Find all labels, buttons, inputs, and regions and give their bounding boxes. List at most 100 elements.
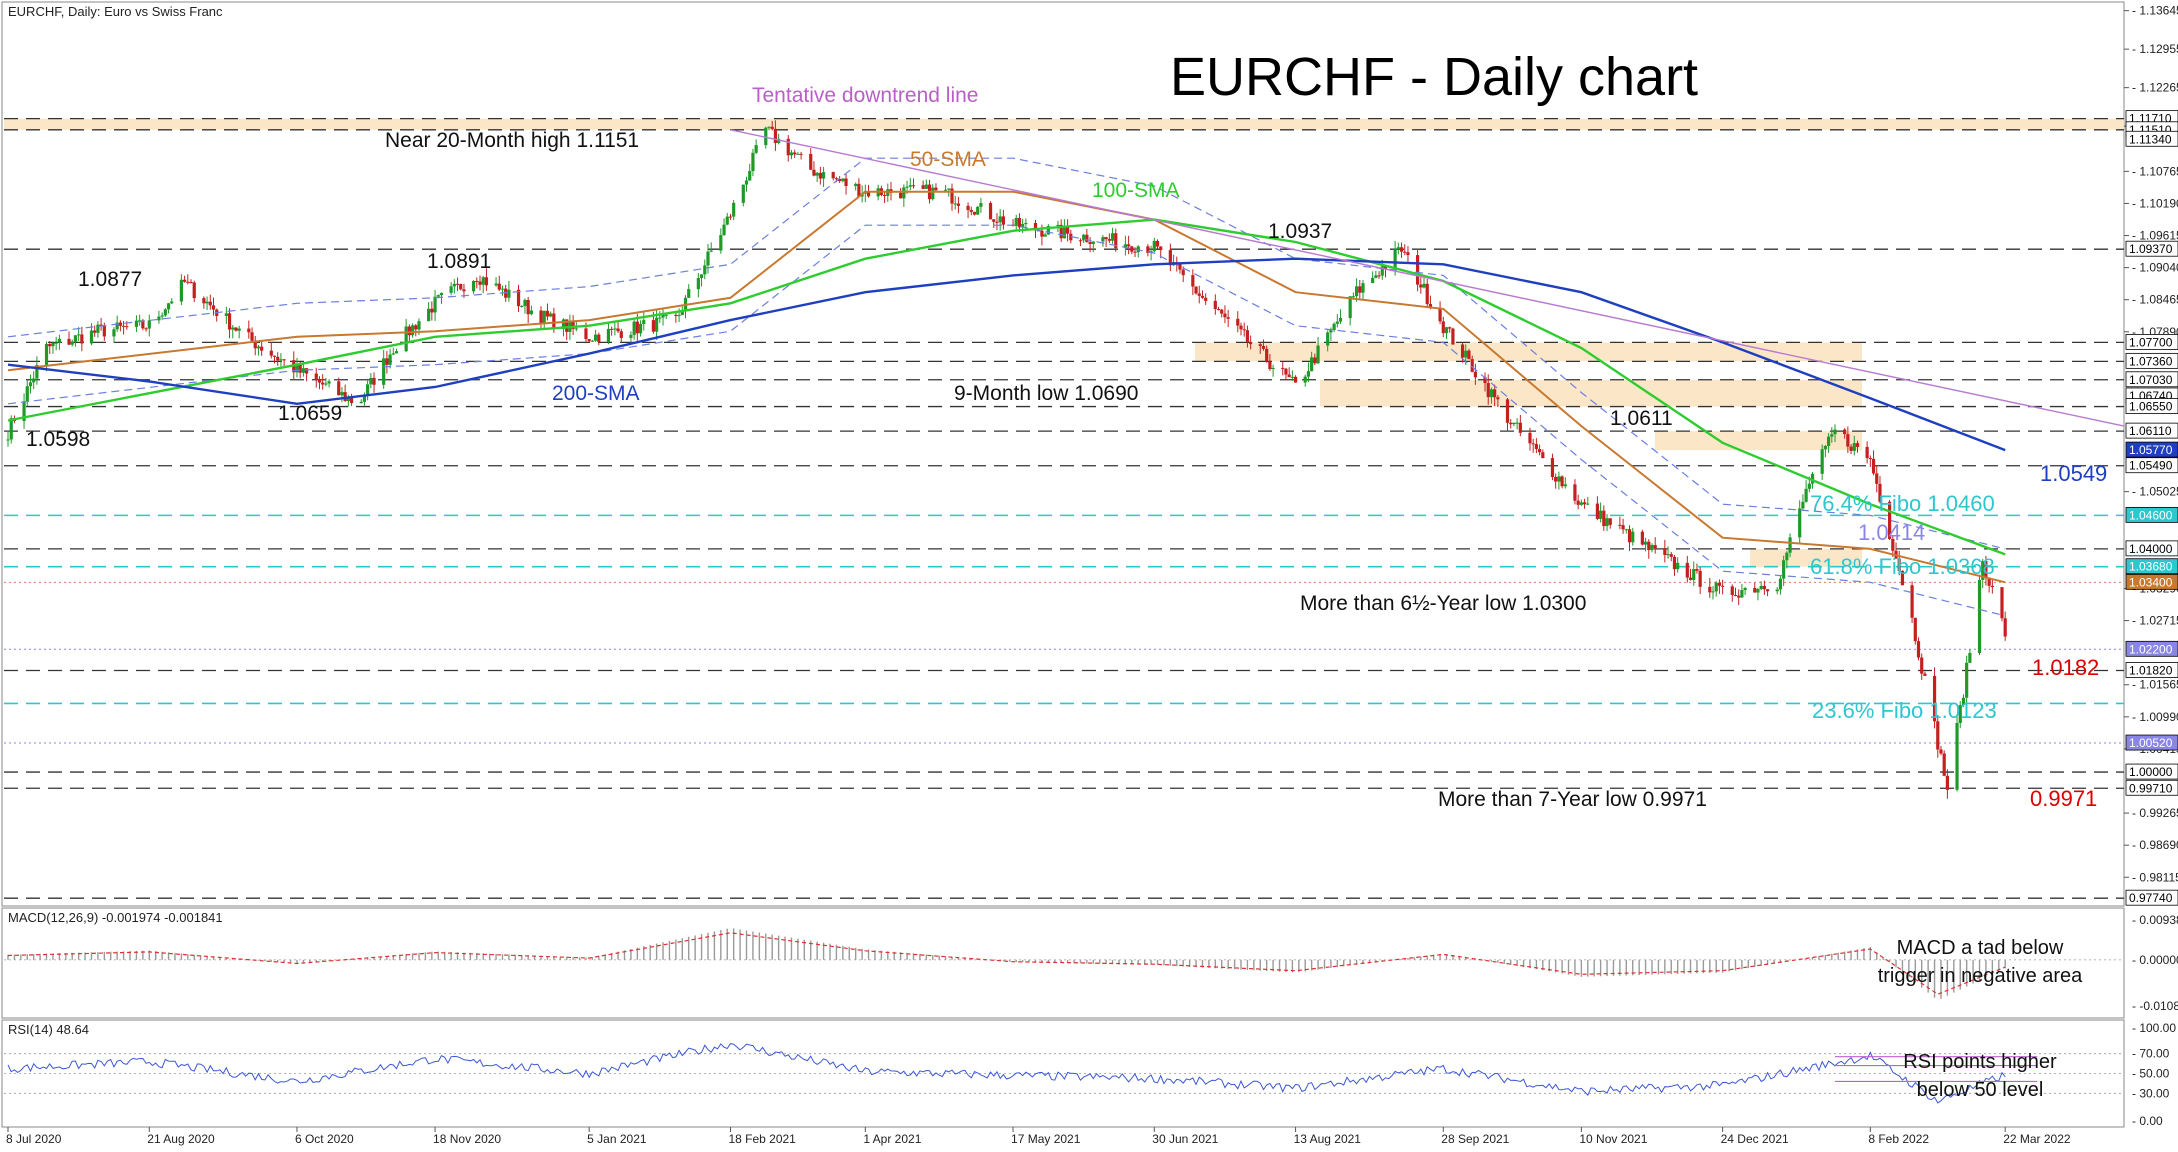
annotation-fibo-618: 61.8% Fibo 1.0368 [1810, 554, 1995, 579]
candle-body [969, 210, 973, 212]
candle-body [346, 397, 350, 402]
candle-body [1245, 330, 1250, 342]
candle-body [22, 401, 26, 422]
candle-body [1056, 224, 1060, 226]
candle-body [1801, 501, 1805, 509]
candle-body [48, 343, 52, 347]
candle-body [642, 320, 646, 324]
candle-body [1159, 246, 1163, 251]
candle-body [1335, 321, 1339, 324]
candle-body [1428, 304, 1433, 308]
price-tick-label: - 1.05025 [2132, 485, 2178, 499]
horizontal-levels [4, 117, 2124, 899]
candle-body [1560, 476, 1564, 487]
candle-body [372, 377, 376, 385]
candle-body [593, 334, 598, 341]
candle-body [998, 216, 1002, 223]
candle-body [1284, 368, 1288, 375]
rsi-tick-label: - 30.00 [2132, 1086, 2170, 1100]
candle-body [324, 383, 328, 385]
candle-body [616, 328, 620, 332]
candle-body [1721, 585, 1725, 587]
candle-body [369, 377, 373, 385]
candle-body [992, 219, 996, 222]
price-box-label: 1.07360 [2129, 354, 2173, 368]
date-tick-label: 28 Sep 2021 [1441, 1132, 1509, 1146]
annotation-sma50: 50-SMA [910, 148, 986, 171]
candle-body [1531, 443, 1535, 445]
candle-body [1968, 653, 1972, 663]
candle-body [430, 308, 434, 313]
candle-body [102, 326, 106, 337]
candle-body [147, 320, 151, 329]
date-tick-label: 10 Nov 2021 [1579, 1132, 1647, 1146]
candle-body [1152, 240, 1156, 252]
candle-body [1358, 286, 1362, 293]
candle-body [1123, 244, 1128, 249]
chart-title: EURCHF - Daily chart [1170, 47, 1698, 107]
candle-body [1493, 389, 1497, 398]
candle-body [1647, 541, 1651, 551]
candle-body [597, 334, 601, 342]
candle-body [809, 153, 813, 170]
candle-body [44, 343, 49, 365]
fibonacci-levels [4, 514, 2124, 705]
annotation-9-month-low: 9-Month low 1.0690 [954, 382, 1138, 405]
candle-body [1062, 226, 1066, 239]
candle-body [1550, 458, 1555, 477]
candle-body [362, 395, 367, 402]
price-box [2125, 662, 2178, 678]
price-tick-label: - 0.98115 [2132, 870, 2178, 884]
candle-body [144, 328, 148, 330]
candle-body [459, 283, 463, 290]
candle-body [1965, 662, 1969, 698]
candle-body [1515, 422, 1519, 424]
candle-body [542, 310, 546, 324]
macd-pane-frame [1, 907, 2125, 1019]
candle-body [732, 202, 736, 217]
candle-body [1040, 230, 1044, 237]
candle-body [1326, 332, 1330, 346]
candle-body [340, 392, 344, 396]
candle-body [744, 180, 749, 185]
candle-body [54, 342, 58, 344]
candle-body [1046, 225, 1050, 235]
rsi-header: RSI(14) 48.64 [8, 1022, 89, 1037]
candle-body [754, 145, 758, 153]
date-tick-label: 6 Oct 2020 [295, 1132, 354, 1146]
candle-body [481, 277, 485, 285]
candle-body [1406, 252, 1410, 256]
candle-body [394, 351, 399, 354]
candle-body [337, 381, 341, 396]
price-box [2125, 540, 2178, 557]
candle-body [57, 338, 61, 343]
annotation-downtrend: Tentative downtrend line [752, 84, 978, 107]
candle-body [93, 330, 97, 333]
candle-body [619, 331, 623, 338]
candle-body [1627, 529, 1632, 543]
date-tick-label: 18 Feb 2021 [728, 1132, 796, 1146]
candle-body [301, 368, 306, 373]
candle-body [680, 311, 684, 316]
candle-body [478, 281, 482, 285]
annotation-1-0611: 1.0611 [1610, 407, 1673, 430]
candle-body [298, 363, 302, 373]
candle-body [279, 359, 283, 361]
candle-body [1936, 721, 1940, 750]
candle-body [1451, 328, 1455, 345]
candle-body [613, 328, 617, 330]
candle-body [725, 216, 729, 225]
candle-body [831, 172, 835, 179]
candle-body [1743, 587, 1747, 591]
candle-body [1114, 233, 1118, 249]
rsi-tick-label: - 0.00 [2132, 1114, 2163, 1128]
candle-body [1422, 283, 1426, 288]
candle-body [764, 127, 768, 146]
candle-body [632, 321, 636, 335]
candle-body [1573, 484, 1577, 501]
candle-body [549, 313, 553, 317]
candle-body [1489, 389, 1494, 398]
candle-body [1849, 446, 1853, 451]
candle-body [1136, 246, 1140, 253]
